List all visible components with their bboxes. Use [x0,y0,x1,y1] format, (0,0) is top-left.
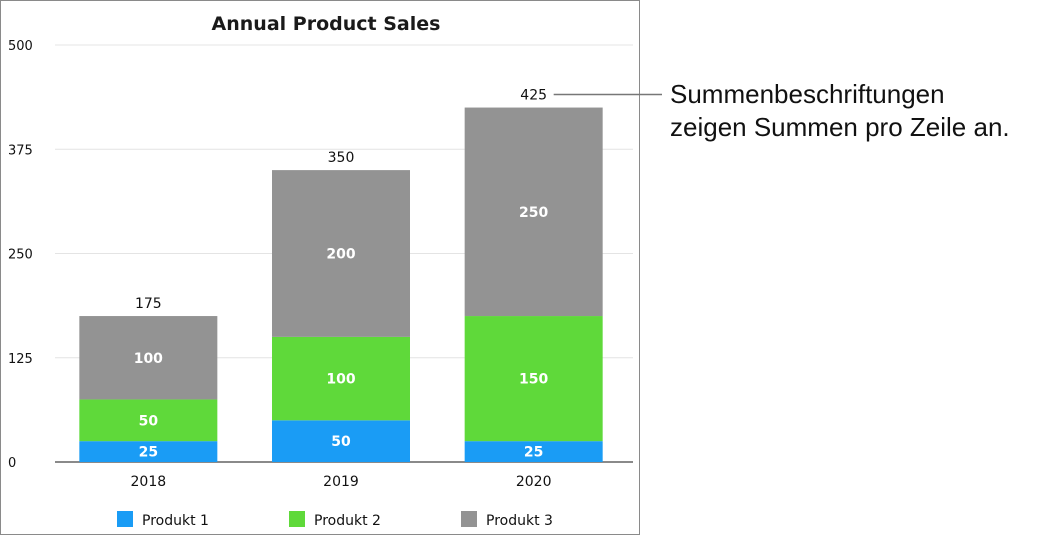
bar-2020-produkt-1 [464,441,603,462]
x-tick-label-2020: 2020 [516,474,552,490]
data-label-2019-produkt-2: 100 [326,372,355,388]
data-labels: 25 50 100 175 50 100 200 350 25 150 250 425 [134,88,549,461]
legend-swatch-produkt-3 [461,511,477,527]
bar-2018-produkt-3 [79,316,218,400]
legend-label-produkt-2: Produkt 2 [314,513,381,529]
bar-2019-produkt-1 [272,420,410,462]
callout-line-2: zeigen Summen pro Zeile an. [670,112,1010,142]
total-label-2018: 175 [135,296,162,312]
bar-2020-produkt-3 [464,107,603,317]
data-label-2018-produkt-2: 50 [139,413,159,429]
bar-2019-produkt-2 [272,336,410,421]
y-tick-label-375: 375 [8,143,33,158]
y-tick-label-125: 125 [8,352,33,367]
data-label-2020-produkt-2: 150 [519,372,548,388]
data-label-2020-produkt-3: 250 [519,205,548,221]
data-label-2018-produkt-3: 100 [134,351,163,367]
y-axis-ticks: 0 125 250 375 500 [8,39,33,471]
y-tick-label-0: 0 [8,456,16,471]
total-label-2020: 425 [520,88,547,104]
callout-annotation: Summenbeschriftungen zeigen Summen pro Z… [670,78,1055,144]
legend-label-produkt-3: Produkt 3 [486,513,553,529]
legend-swatch-produkt-1 [117,511,133,527]
callout-line-1: Summenbeschriftungen [670,79,945,109]
bar-2020-produkt-2 [464,316,603,442]
y-tick-label-250: 250 [8,248,33,263]
chart-title: Annual Product Sales [212,13,441,35]
data-label-2020-produkt-1: 25 [524,445,543,461]
bar-2018-produkt-1 [79,441,218,462]
x-tick-label-2019: 2019 [323,474,359,490]
legend-label-produkt-1: Produkt 1 [142,513,209,529]
data-label-2019-produkt-3: 200 [326,247,355,263]
legend-swatch-produkt-2 [289,511,305,527]
bar-2019-produkt-3 [272,170,410,337]
data-label-2019-produkt-1: 50 [331,434,351,450]
legend: Produkt 1 Produkt 2 Produkt 3 [117,511,553,529]
y-tick-label-500: 500 [8,39,33,54]
data-label-2018-produkt-1: 25 [139,445,158,461]
x-axis-ticks: 2018 2019 2020 [131,474,552,490]
bar-2018-produkt-2 [79,399,218,442]
total-label-2019: 350 [328,150,355,166]
bars [79,107,603,462]
x-tick-label-2018: 2018 [131,474,167,490]
